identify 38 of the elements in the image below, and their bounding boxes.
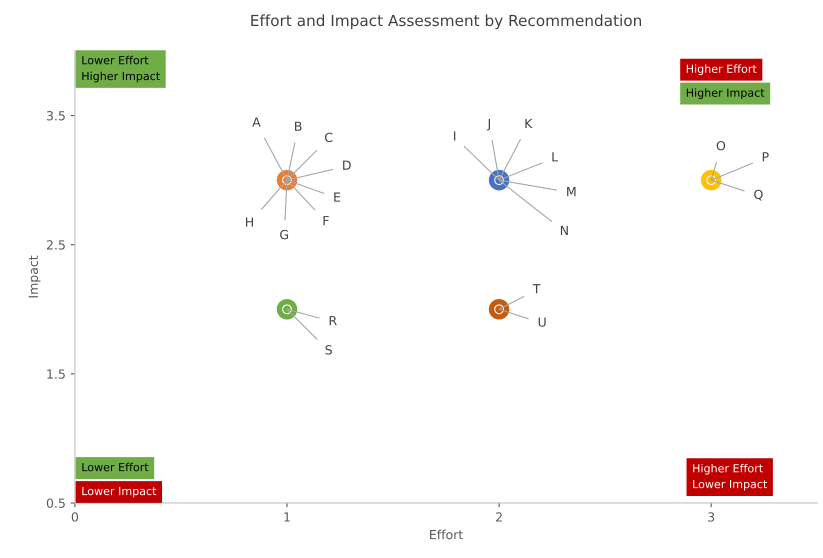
annotation: J bbox=[486, 118, 490, 131]
annotation: Lower Effort bbox=[82, 462, 148, 472]
annotation: G bbox=[280, 230, 288, 240]
x-tick-label: 3 bbox=[708, 512, 714, 522]
annotation: S bbox=[326, 345, 332, 355]
x-tick-label: 2 bbox=[496, 512, 502, 522]
annotation: N bbox=[560, 226, 568, 235]
y-tick-label: 2.5 bbox=[46, 240, 65, 250]
annotation: Higher Effort Lower Impact bbox=[693, 464, 768, 490]
annotation: B bbox=[295, 122, 302, 131]
annotation: Higher Impact bbox=[686, 88, 764, 99]
annotation: Lower Effort Higher Impact bbox=[82, 56, 160, 82]
annotation: Q bbox=[754, 190, 763, 200]
annotation: C bbox=[324, 132, 332, 142]
annotation: P bbox=[762, 152, 769, 162]
annotation: A bbox=[252, 118, 261, 127]
annotation: D bbox=[343, 160, 351, 170]
y-tick-label: 3.5 bbox=[46, 111, 65, 120]
annotation: Lower Impact bbox=[82, 486, 156, 498]
y-tick-label: 1.5 bbox=[47, 369, 65, 379]
x-axis-title: Effort bbox=[430, 530, 463, 540]
annotation: E bbox=[334, 192, 340, 202]
chart-title: Effort and Impact Assessment by Recommendation bbox=[251, 14, 642, 30]
annotation: U bbox=[538, 318, 546, 327]
annotation: R bbox=[330, 316, 337, 326]
annotation: F bbox=[324, 216, 329, 226]
annotation: T bbox=[532, 284, 540, 294]
x-tick-label: 1 bbox=[284, 512, 290, 522]
annotation: O bbox=[716, 140, 726, 150]
annotation: M bbox=[567, 186, 576, 196]
annotation: H bbox=[246, 218, 253, 227]
y-axis-title: Impact bbox=[28, 256, 40, 298]
y-tick-label: 0.5 bbox=[46, 498, 65, 508]
annotation: K bbox=[525, 118, 533, 128]
annotation: I bbox=[454, 131, 456, 141]
x-tick-label: 0 bbox=[72, 512, 78, 522]
annotation: Higher Effort bbox=[686, 64, 757, 76]
annotation: L bbox=[552, 152, 558, 162]
